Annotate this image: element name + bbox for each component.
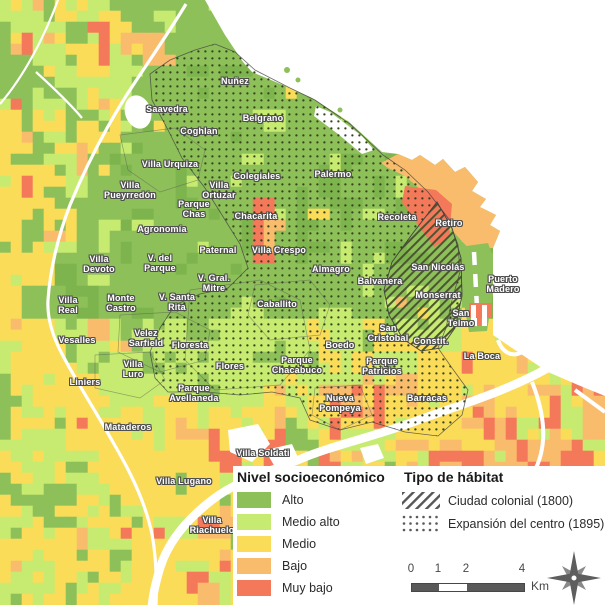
- map-label-villa-riachuelo: Villa Riachuelo: [189, 514, 235, 535]
- map-label-caballito: Caballito: [257, 298, 297, 309]
- map-label-la-boca: La Boca: [463, 350, 501, 361]
- legend-item-label: Ciudad colonial (1800): [448, 493, 574, 508]
- map-label-recoleta: Recoleta: [377, 211, 417, 222]
- map-label-colegiales: Colegiales: [233, 170, 281, 181]
- map-label-san-telmo: San Telmo: [447, 307, 475, 328]
- map-label-puerto-madero: Puerto Madero: [486, 273, 520, 294]
- map-label-almagro: Almagro: [312, 263, 350, 274]
- map-label-saavedra: Saavedra: [146, 103, 188, 114]
- map-label-chacarita: Chacarita: [234, 210, 278, 221]
- legend-item-label: Expansión del centro (1895): [448, 516, 605, 531]
- scale-unit-label: Km: [531, 579, 549, 593]
- map-label-retiro: Retiro: [435, 217, 463, 228]
- coast-islets: [284, 67, 343, 113]
- legend-item-label: Bajo: [282, 558, 308, 573]
- rio-de-la-plata: [205, 0, 605, 396]
- diagonal-hatch-icon: [402, 492, 440, 509]
- scale-tick: 2: [462, 563, 470, 575]
- legend-swatch-icon: [237, 491, 271, 508]
- map-label-parque-chacabuco: Parque Chacabuco: [271, 354, 323, 375]
- map-label-villa-crespo: Villa Crespo: [251, 244, 307, 255]
- map-label-san-nicolas: San Nicolás: [411, 261, 465, 272]
- scale-tick: 4: [518, 563, 526, 575]
- compass-rose-icon: [547, 551, 601, 605]
- legend-item-alto: Alto: [237, 491, 304, 508]
- south-roads: [530, 381, 605, 469]
- map-label-balvanera: Balvanera: [357, 275, 403, 286]
- map-label-paternal: Paternal: [199, 244, 237, 255]
- legend-title-socioeconomic: Nivel socioeconómico: [237, 469, 385, 485]
- map-label-floresta: Floresta: [171, 339, 209, 350]
- map-label-boedo: Boedo: [325, 339, 355, 350]
- legend-item-label: Medio alto: [282, 514, 340, 529]
- map-label-parque-patricios: Parque Patricios: [362, 355, 402, 376]
- scale-bar: 0 1 2 4 Km: [405, 563, 565, 597]
- map-label-villa-lugano: Villa Lugano: [156, 475, 212, 486]
- legend-item-expansion: Expansión del centro (1895): [402, 515, 604, 532]
- map-label-villa-real: Villa Real: [58, 294, 78, 315]
- map-label-villa-pueyrredon: Villa Pueyrredón: [103, 179, 157, 200]
- map-label-v-del-parque: V. del Parque: [144, 252, 176, 273]
- map-label-belgrano: Belgrano: [242, 112, 284, 123]
- legend-item-label: Alto: [282, 492, 304, 507]
- legend-panel: [233, 466, 605, 605]
- map-label-v-santa-rita: V. Santa Rita: [158, 291, 196, 312]
- legend-title-habitat: Tipo de hábitat: [404, 469, 504, 485]
- map-label-velez-sarfield: Velez Sarfield: [128, 327, 164, 348]
- dots-pattern-icon: [402, 515, 440, 532]
- scale-tick: 1: [434, 563, 442, 575]
- map-label-v-gral-mitre: V. Gral. Mitre: [197, 272, 231, 293]
- map-label-villa-luro: Villa Luro: [122, 358, 144, 379]
- map-label-agronomia: Agronomía: [137, 223, 187, 234]
- vuelta-de-rocha: [496, 339, 524, 357]
- legend-swatch-icon: [237, 579, 271, 596]
- map-label-liniers: Liniers: [69, 376, 101, 387]
- map-label-nunez: Nuñez: [221, 75, 249, 86]
- colonial-1800-overlay: [383, 201, 463, 352]
- map-label-parque-avellaneda: Parque Avellaneda: [169, 382, 219, 403]
- legend-item-bajo: Bajo: [237, 557, 307, 574]
- legend-swatch-icon: [237, 535, 271, 552]
- legend-item-muy-bajo: Muy bajo: [237, 579, 333, 596]
- map-label-villa-soldati: Villa Soldati: [236, 447, 290, 458]
- legend-item-medio-alto: Medio alto: [237, 513, 340, 530]
- general-paz-boundary: [46, 3, 188, 605]
- map-label-coghlan: Coghlan: [180, 125, 218, 136]
- legend-item-label: Medio: [282, 536, 317, 551]
- legend-item-colonial: Ciudad colonial (1800): [402, 492, 573, 509]
- map-label-villa-ortuzar: Villa Ortuzar: [202, 179, 236, 200]
- legend-item-medio: Medio: [237, 535, 316, 552]
- legend-item-label: Muy bajo: [282, 580, 333, 595]
- map-label-constitucion: Constit.: [413, 335, 449, 346]
- puerto-madero-docks: [462, 243, 493, 332]
- map-label-palermo: Palermo: [314, 168, 352, 179]
- map-label-villa-devoto: Villa Devoto: [83, 253, 115, 274]
- suburban-roads: [0, 0, 83, 119]
- map-label-barracas: Barracas: [406, 392, 448, 403]
- map-label-parque-chas: Parque Chas: [178, 198, 210, 219]
- map-label-san-cristobal: San Cristobal: [367, 322, 409, 343]
- scale-bar-segments: [411, 583, 525, 592]
- map-label-mataderos: Mataderos: [104, 421, 152, 432]
- map-label-villa-urquiza: Villa Urquiza: [141, 158, 199, 169]
- map-label-vesalles: Vesalles: [58, 334, 96, 345]
- map-label-monserrat: Monserrat: [415, 289, 461, 300]
- map-label-nueva-pompeya: Nueva Pompeya: [319, 392, 361, 413]
- legend-swatch-icon: [237, 557, 271, 574]
- map-label-flores: Flores: [215, 360, 245, 371]
- map-label-monte-castro: Monte Castro: [106, 292, 136, 313]
- scale-tick: 0: [407, 563, 415, 575]
- barrio-boundaries: [94, 127, 373, 431]
- legend-swatch-icon: [237, 513, 271, 530]
